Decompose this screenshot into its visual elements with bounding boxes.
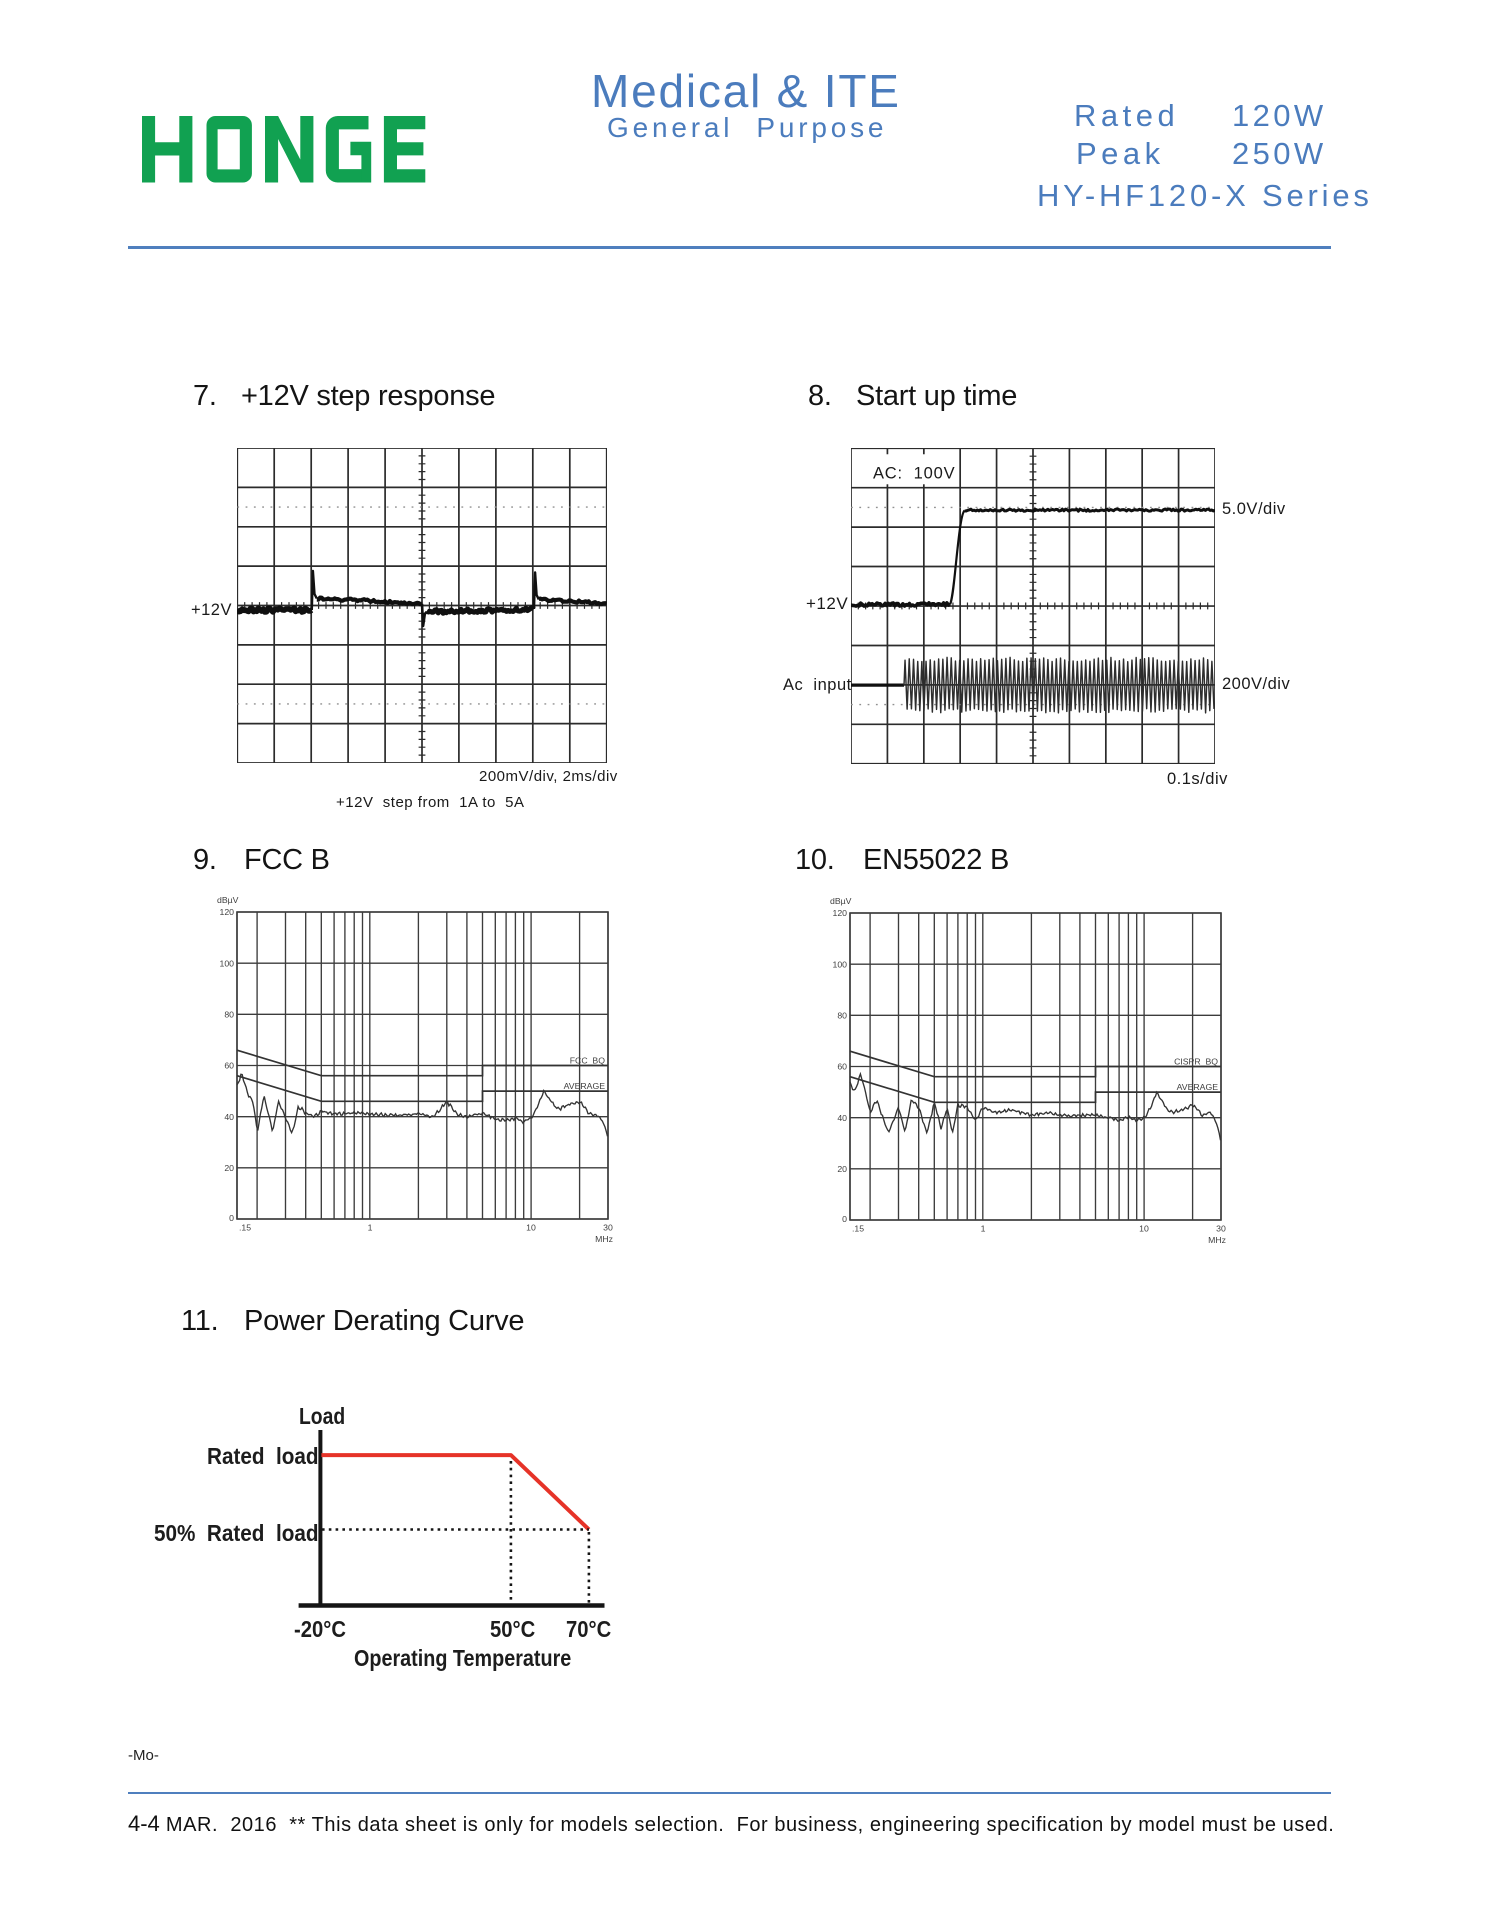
- svg-text:1: 1: [368, 1223, 373, 1233]
- svg-text:dBµV: dBµV: [217, 895, 239, 905]
- svg-text:120: 120: [220, 907, 235, 917]
- svg-text:40: 40: [837, 1113, 847, 1123]
- svg-text:120: 120: [833, 908, 848, 918]
- svg-text:.15: .15: [852, 1224, 864, 1234]
- svg-text:0: 0: [229, 1213, 234, 1223]
- svg-text:10: 10: [526, 1223, 536, 1233]
- svg-text:30: 30: [1216, 1224, 1226, 1234]
- svg-text:1: 1: [981, 1224, 986, 1234]
- svg-text:MHz: MHz: [1208, 1235, 1226, 1245]
- svg-text:AVERAGE: AVERAGE: [1177, 1082, 1219, 1092]
- svg-text:.15: .15: [239, 1223, 251, 1233]
- svg-text:10: 10: [1139, 1224, 1149, 1234]
- svg-text:0: 0: [842, 1214, 847, 1224]
- svg-text:100: 100: [833, 959, 848, 969]
- svg-text:30: 30: [603, 1223, 613, 1233]
- svg-text:60: 60: [224, 1061, 234, 1071]
- svg-text:100: 100: [220, 958, 235, 968]
- svg-text:dBµV: dBµV: [830, 896, 852, 906]
- svg-text:80: 80: [224, 1010, 234, 1020]
- svg-text:FCC_BQ: FCC_BQ: [570, 1056, 605, 1066]
- svg-text:AC: 100V: AC: 100V: [873, 464, 955, 482]
- svg-text:60: 60: [837, 1062, 847, 1072]
- svg-text:20: 20: [837, 1164, 847, 1174]
- svg-text:MHz: MHz: [595, 1234, 613, 1244]
- svg-text:AVERAGE: AVERAGE: [564, 1081, 606, 1091]
- svg-text:80: 80: [837, 1011, 847, 1021]
- svg-text:20: 20: [224, 1163, 234, 1173]
- svg-text:40: 40: [224, 1112, 234, 1122]
- svg-text:CISPR_BQ: CISPR_BQ: [1174, 1057, 1218, 1067]
